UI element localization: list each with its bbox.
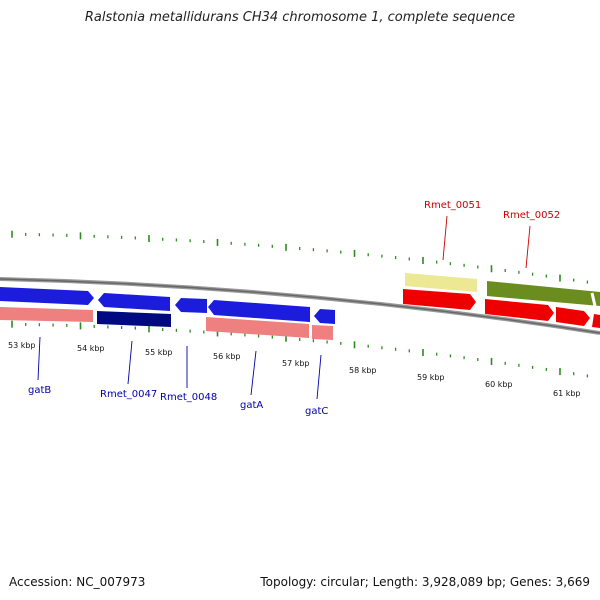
rna-gatA[interactable]: [206, 317, 309, 338]
gene-gatB-forward[interactable]: [0, 287, 94, 305]
scale-label-59: 59 kbp: [417, 373, 445, 382]
gene-rmet0047-forward[interactable]: [98, 293, 170, 311]
scale-label-58: 58 kbp: [349, 366, 377, 375]
leader-gatB: [37, 336, 41, 381]
gene-red-4[interactable]: [592, 314, 600, 328]
tick-marks-bottom: [11, 320, 589, 378]
gene-rmet0051[interactable]: [405, 273, 477, 292]
leader-gatA: [250, 350, 257, 396]
leader-rmet0047: [127, 340, 133, 385]
backbone-inner: [0, 278, 600, 334]
label-rmet0052[interactable]: Rmet_0052: [503, 210, 560, 221]
scale-label-60: 60 kbp: [485, 380, 513, 389]
label-gatA[interactable]: gatA: [240, 400, 263, 411]
label-gatB[interactable]: gatB: [28, 385, 51, 396]
scale-label-54: 54 kbp: [77, 344, 105, 353]
scale-label-61: 61 kbp: [553, 389, 581, 398]
map-title: Ralstonia metallidurans CH34 chromosome …: [84, 10, 516, 25]
gene-gatA-forward[interactable]: [208, 300, 310, 322]
label-rmet0048[interactable]: Rmet_0048: [160, 392, 217, 403]
rna-rmet0047[interactable]: [97, 311, 171, 327]
label-rmet0051[interactable]: Rmet_0051: [424, 200, 481, 211]
gene-gatC-forward[interactable]: [314, 309, 335, 324]
tick-marks-top: [11, 230, 589, 284]
rna-gatC[interactable]: [312, 325, 333, 340]
label-gatC[interactable]: gatC: [305, 406, 328, 417]
gene-rmet0052-gap: [590, 292, 597, 307]
gene-rmet0052[interactable]: [487, 281, 600, 306]
leader-gatC: [316, 354, 322, 400]
rna-gatB[interactable]: [0, 307, 93, 322]
scale-label-56: 56 kbp: [213, 352, 241, 361]
gene-rmet0048-forward[interactable]: [175, 298, 207, 313]
scale-label-53: 53 kbp: [8, 341, 36, 350]
gene-red-3[interactable]: [556, 307, 590, 326]
gene-red-2[interactable]: [485, 299, 554, 321]
gene-red-1[interactable]: [403, 289, 476, 310]
scale-label-55: 55 kbp: [145, 348, 173, 357]
scale-label-57: 57 kbp: [282, 359, 310, 368]
genome-info-text: Topology: circular; Length: 3,928,089 bp…: [260, 575, 590, 589]
accession-text: Accession: NC_007973: [9, 575, 146, 589]
leader-rmet0051: [442, 215, 448, 261]
label-rmet0047[interactable]: Rmet_0047: [100, 389, 157, 400]
leader-rmet0052: [525, 225, 531, 269]
